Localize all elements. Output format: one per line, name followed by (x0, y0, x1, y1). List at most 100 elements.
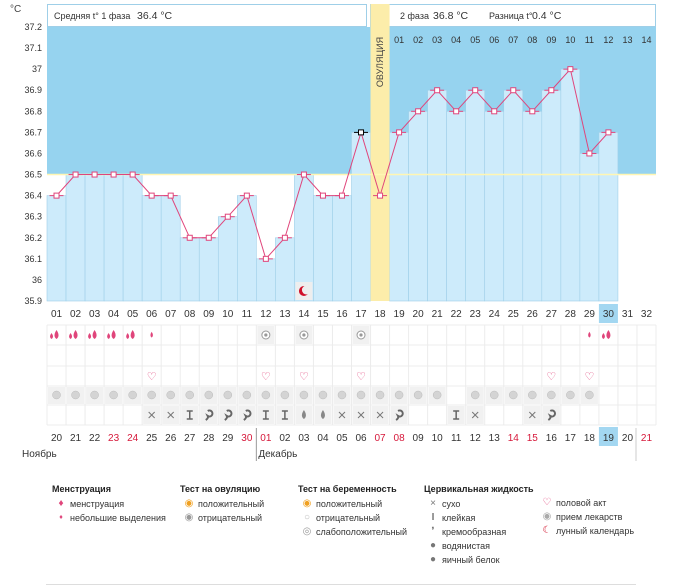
cycle-day-label: 32 (641, 309, 653, 320)
temp-point (529, 108, 536, 115)
pill-icon (356, 390, 366, 400)
date-label: 24 (127, 433, 139, 444)
eggwhite-icon: ● (429, 554, 437, 565)
cycle-day-label: 31 (622, 309, 634, 320)
temp-point (548, 87, 555, 94)
heart-icon: ♡ (546, 370, 556, 383)
cycle-day-label: 02 (70, 309, 82, 320)
temp-bar (484, 111, 505, 302)
pill-icon (71, 390, 80, 400)
top-day-label: 10 (565, 35, 575, 45)
temp-point (510, 87, 517, 94)
pill-icon (470, 390, 480, 400)
temp-point (434, 87, 441, 94)
cycle-day-label: 18 (374, 309, 386, 320)
pill-icon (204, 390, 214, 400)
temp-point (224, 213, 231, 220)
drop-icon (601, 333, 605, 339)
negative-test-dot (264, 333, 268, 337)
temp-bar (446, 111, 466, 302)
top-day-label: 06 (489, 35, 499, 45)
legend-item: небольшие выделения (70, 513, 166, 523)
cycle-day-label: 24 (489, 309, 501, 320)
temp-bar (351, 132, 371, 302)
today-cycle-cell (598, 304, 618, 323)
date-label: 28 (203, 433, 215, 444)
drop-icon (50, 333, 54, 339)
pill-icon (280, 390, 290, 400)
date-label: 19 (603, 433, 615, 444)
date-label: 09 (413, 433, 425, 444)
phase1-label: Средняя t° 1 фаза (54, 11, 130, 21)
pill-icon (109, 390, 118, 400)
legend-item: положительный (198, 499, 265, 509)
legend-menstruation: Менструация ♦ менструация ♦ небольшие выде… (52, 482, 166, 525)
date-label: 08 (394, 433, 406, 444)
legend-pregnancy-test: Тест на беременность ◉ положительный ○ отр… (298, 482, 407, 539)
pill-icon (223, 390, 233, 400)
date-label: 03 (298, 433, 310, 444)
temp-point (186, 234, 193, 241)
cycle-day-label: 26 (527, 309, 539, 320)
top-day-label: 01 (394, 35, 404, 45)
pill-icon (489, 390, 499, 400)
temp-point (281, 234, 288, 241)
phase2-label: 2 фаза (400, 11, 429, 21)
cervical-cell (542, 406, 560, 424)
legend-item: слабоположительный (316, 527, 408, 537)
heart-icon: ♡ (584, 370, 594, 383)
y-tick-label: 37 (32, 64, 42, 74)
temp-point (262, 255, 269, 262)
temp-bar (503, 89, 524, 302)
cervical-cell (219, 406, 237, 424)
temp-bar (275, 237, 295, 302)
y-tick-label: 36.4 (24, 191, 42, 201)
temp-point (415, 108, 422, 115)
legend-item: водянистая (442, 541, 491, 551)
temp-point (91, 171, 98, 178)
dry-icon (357, 411, 365, 419)
y-tick-label: 36.5 (24, 170, 42, 180)
temp-bar (237, 195, 257, 302)
cycle-day-label: 15 (317, 309, 329, 320)
cycle-day-label: 21 (432, 309, 444, 320)
drop-icon (126, 333, 130, 339)
temp-point (338, 192, 345, 199)
top-day-label: 13 (622, 35, 632, 45)
top-day-label: 14 (641, 35, 651, 45)
top-day-label: 07 (508, 35, 518, 45)
drop-icon (588, 331, 591, 338)
legend-item: отрицательный (316, 513, 381, 523)
pill-icon (261, 390, 271, 400)
pill-icon (528, 390, 537, 400)
legend-item: клейкая (442, 513, 476, 523)
moon-icon: ☾ (542, 525, 552, 536)
date-label: 30 (241, 433, 253, 444)
y-tick-label: 36.1 (24, 254, 42, 264)
temp-bar (256, 258, 276, 302)
temp-point (377, 192, 384, 199)
cycle-day-label: 08 (184, 309, 196, 320)
cycle-day-label: 22 (451, 309, 463, 320)
top-day-label: 12 (603, 35, 613, 45)
pill-icon (299, 390, 309, 400)
month-label-dec: Декабрь (258, 448, 297, 460)
temp-point (567, 66, 574, 73)
legend-item: менструация (70, 499, 125, 509)
y-tick-label: 36.8 (24, 106, 42, 116)
cycle-day-label: 30 (603, 309, 615, 320)
dry-icon (338, 411, 346, 419)
legend-cervical-title: Цервикальная жидкость (424, 484, 534, 494)
date-label: 26 (165, 433, 177, 444)
date-label: 27 (184, 433, 196, 444)
drop-icon (92, 330, 97, 339)
negative-test-dot (302, 333, 306, 337)
dry-icon (528, 411, 536, 419)
temp-bar (332, 195, 352, 302)
cycle-day-label: 11 (242, 309, 253, 320)
drop-icon (73, 330, 78, 339)
top-day-label: 08 (527, 35, 537, 45)
negative-test-icon: ◉ (184, 512, 194, 523)
temp-point (129, 171, 136, 178)
temp-point (167, 192, 174, 199)
